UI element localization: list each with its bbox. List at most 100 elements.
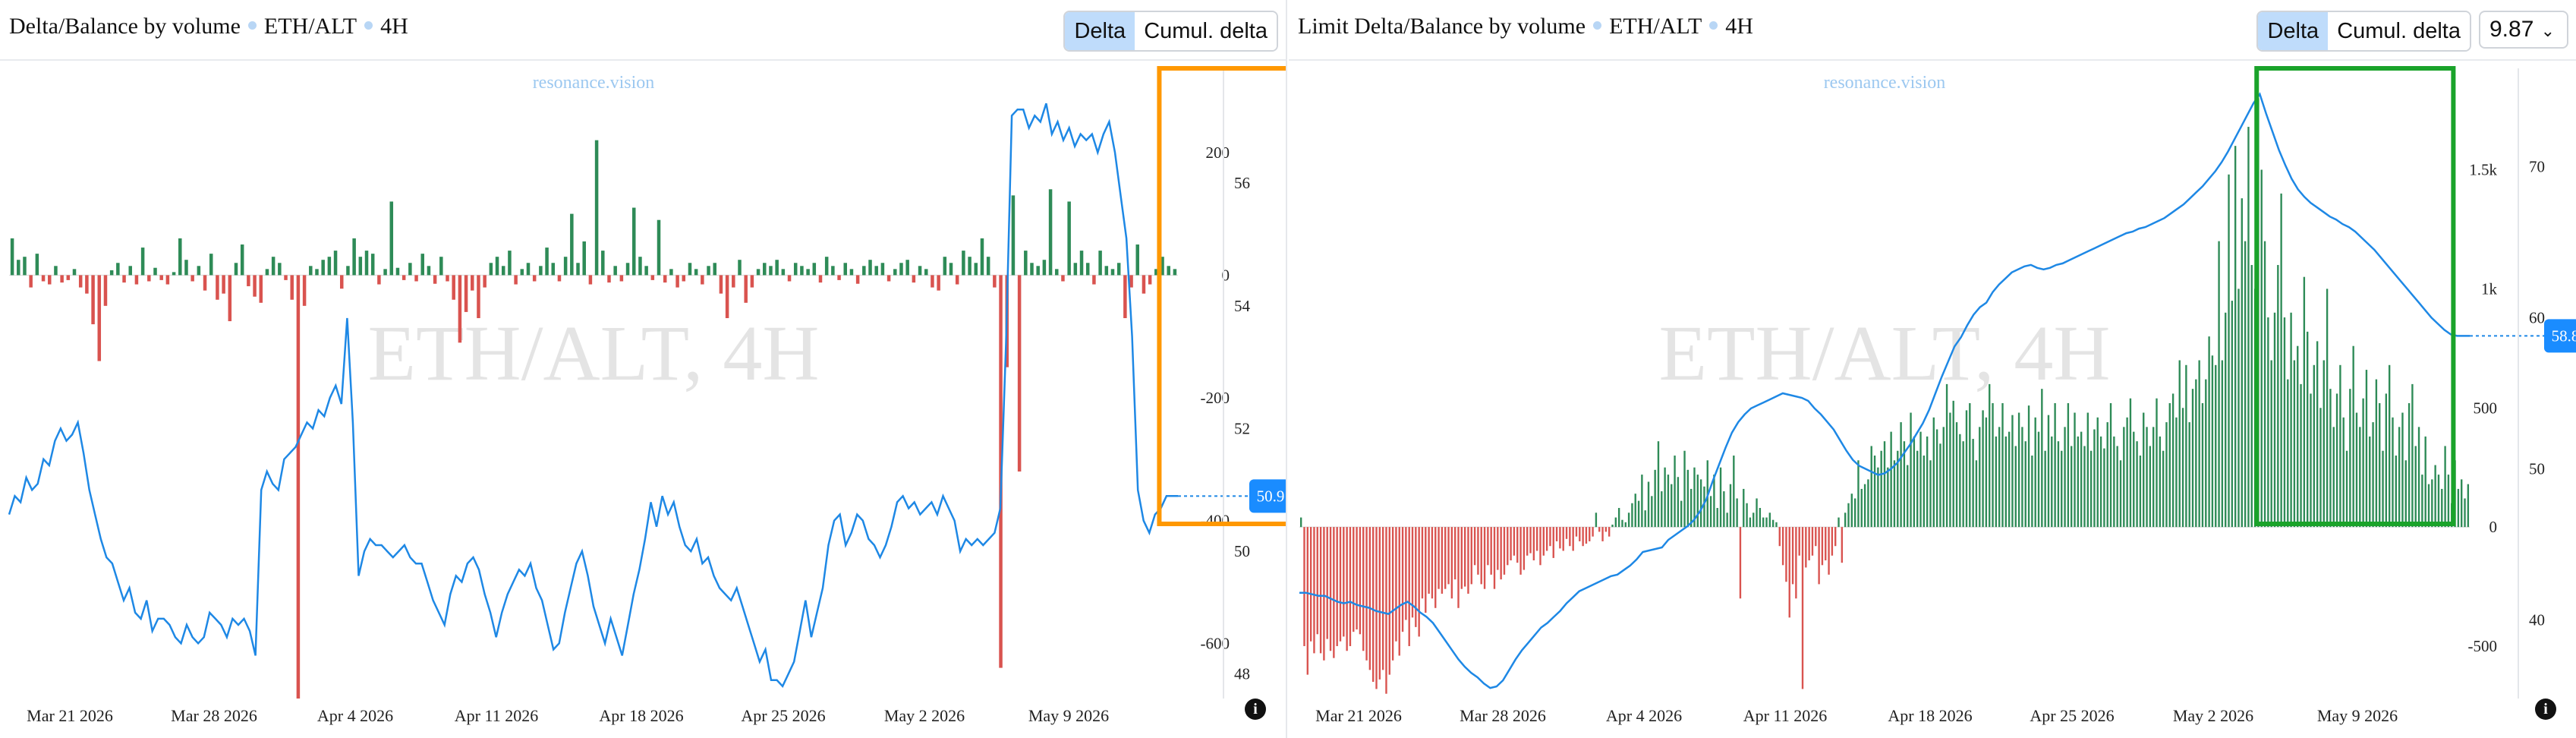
delta-bar [880,263,885,276]
delta-bar [1480,527,1482,585]
delta-bar [1110,269,1115,276]
delta-bar [1036,266,1040,276]
delta-bar [2096,417,2099,528]
delta-bar [1926,436,1929,528]
delta-bar [1415,527,1417,627]
right-tab-cumul-delta[interactable]: Cumul. delta [2328,12,2470,50]
delta-bar [2467,484,2470,528]
delta-bar [1982,410,1984,528]
delta-bar [2001,402,2004,528]
delta-bar [271,257,276,276]
delta-bar [91,275,95,325]
delta-bar [868,260,872,276]
delta-bar [2362,398,2364,528]
delta-bar [1844,512,1847,528]
delta-bar [1608,527,1611,537]
delta-bar [1775,522,1778,528]
delta-bar [532,275,537,282]
delta-bar [1473,527,1476,566]
delta-bar [1362,527,1365,651]
delta-bar [1303,527,1305,646]
delta-bar [2247,127,2250,528]
delta-bar [1313,527,1315,654]
delta-bar [1388,527,1390,675]
delta-bar [1699,479,1702,528]
delta-bar [1545,527,1548,551]
delta-bar [1529,527,1532,554]
delta-bar [2379,402,2381,528]
delta-bar [2054,402,2056,528]
delta-bar [2441,488,2443,528]
delta-bar [1434,527,1437,608]
delta-bar [1460,527,1463,589]
delta-bar [1935,429,1938,528]
delta-bar [420,254,424,276]
delta-bar [427,266,431,276]
left-tab-cumul-delta[interactable]: Cumul. delta [1135,12,1277,50]
delta-bar [2126,417,2128,528]
right-tab-delta[interactable]: Delta [2258,12,2329,50]
delta-bar [1771,519,1775,528]
delta-bar [1671,484,1673,528]
delta-bar [2359,427,2361,528]
delta-bar [657,219,661,276]
delta-bar [228,275,232,322]
delta-bar [1641,475,1643,528]
delta-bar [968,257,972,276]
y-right-tick-label: 56 [1234,174,1250,192]
delta-bar [1516,527,1519,563]
delta-bar [2411,383,2414,528]
threshold-dropdown[interactable]: 9.87 ⌄ [2479,11,2568,49]
delta-bar [1542,527,1545,556]
delta-bar [1900,422,1902,528]
delta-bar [259,275,263,303]
delta-bar [701,275,704,285]
delta-bar [756,269,761,276]
right-mode-toggle: Delta Cumul. delta [2256,11,2471,52]
delta-bar [1939,443,1941,528]
delta-bar [29,275,33,288]
delta-bar [1500,527,1502,580]
delta-bar [2044,450,2046,528]
delta-bar [1333,527,1335,658]
delta-bar [1929,460,1932,528]
delta-bar [1667,475,1670,528]
delta-bar [2208,336,2210,528]
delta-bar [2437,475,2440,528]
price-line [1299,92,2470,689]
delta-bar [631,207,636,276]
left-info-icon[interactable]: i [1245,699,1266,720]
delta-bar [1510,527,1512,561]
delta-bar [408,263,412,276]
left-chart-canvas[interactable]: resonance.vision ETH/ALT, 4H 200 0 -200 -400 -… [0,61,1286,736]
delta-bar [1651,496,1653,528]
delta-bar [1834,527,1837,547]
left-timeframe-label: 4H [380,14,408,39]
delta-bar [2352,345,2354,528]
left-tab-delta[interactable]: Delta [1065,12,1135,50]
delta-bar [1167,266,1170,276]
last-price-badge-label: 50.9 [1257,487,1285,505]
delta-bar [2093,429,2096,528]
right-chart-canvas[interactable]: resonance.vision ETH/ALT, 4H 1.5k 1k 500 0 -50… [1289,61,2576,736]
right-chart-panel: Limit Delta/Balance by volume ETH/ALT 4H D… [1289,0,2576,738]
delta-bar [1493,527,1496,589]
delta-bar [1788,527,1790,618]
delta-bar [234,263,238,276]
delta-bar [327,257,332,276]
delta-bar [1123,275,1127,318]
delta-bar [1565,527,1568,539]
delta-bar [1880,450,1882,528]
right-info-icon[interactable]: i [2535,699,2556,720]
y-right-tick-label: 40 [2529,611,2545,629]
delta-bar [594,140,599,276]
delta-bar [862,266,866,276]
delta-bar [2290,312,2292,528]
delta-bar [197,266,201,276]
delta-bar [551,263,556,276]
delta-bar [2316,341,2319,528]
delta-bar [302,275,307,306]
delta-bar [446,275,449,282]
y-left-tick-label: -600 [1201,634,1230,652]
delta-bar [2080,431,2083,528]
